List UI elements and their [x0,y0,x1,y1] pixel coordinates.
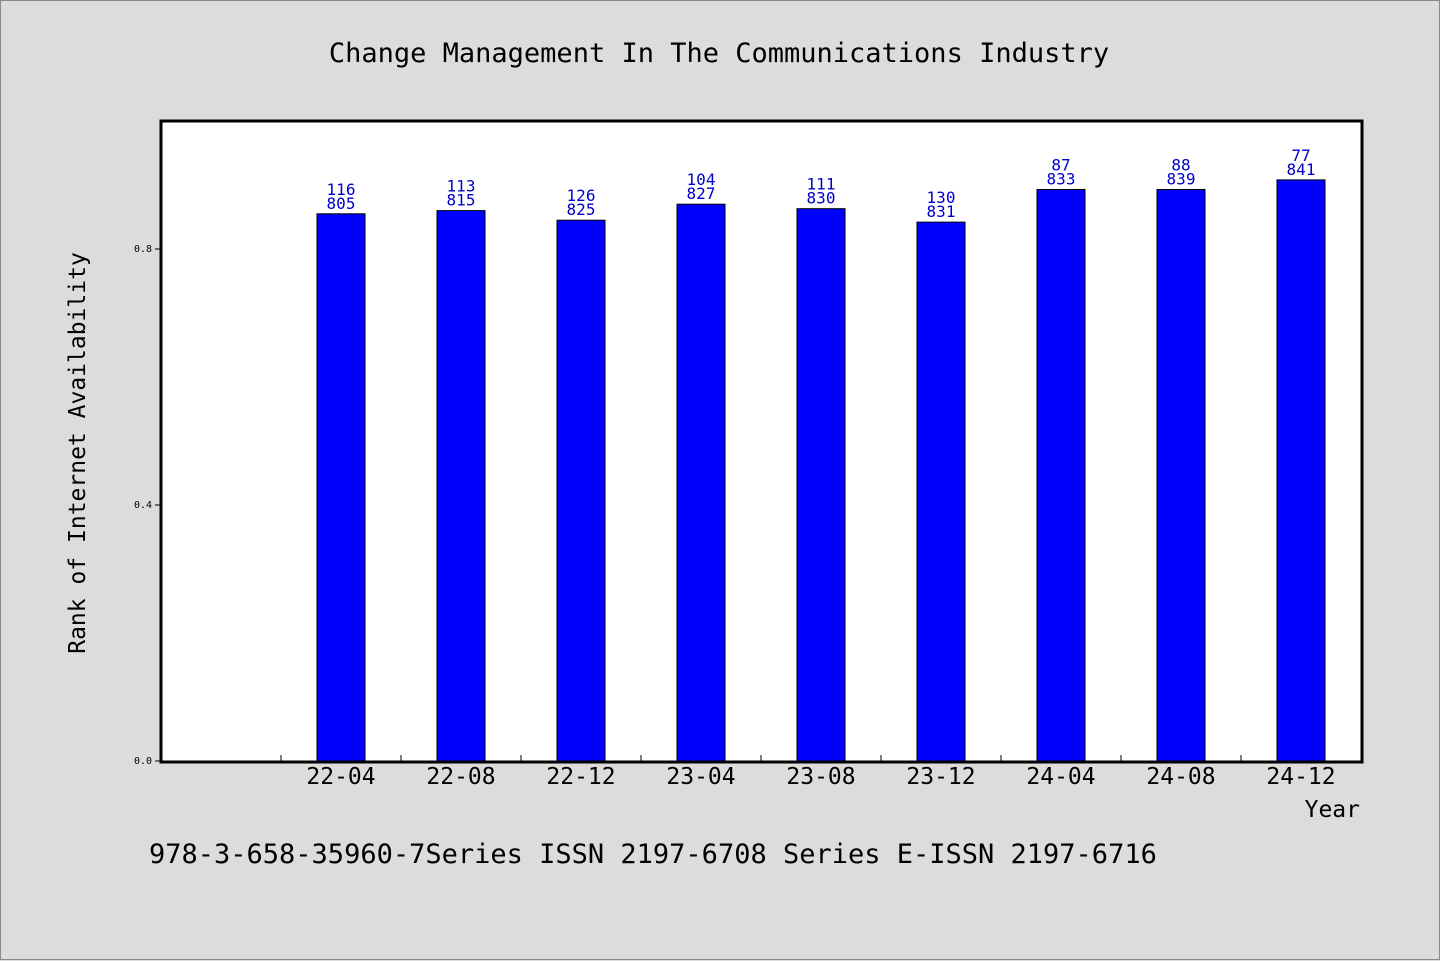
bar-label-bottom: 815 [447,191,476,210]
bar-label-bottom: 827 [687,184,716,203]
x-tick-label: 23-04 [666,764,735,790]
bar [316,213,366,762]
footer-isbn-text: 978-3-658-35960-7Series ISSN 2197-6708 S… [149,839,1157,870]
x-tick-label: 23-12 [906,764,975,790]
y-axis: 0.0 0.4 0.8 [134,244,161,767]
x-tick-label: 24-08 [1146,764,1215,790]
bar [1156,188,1206,762]
y-axis-title: Rank of Internet Availability [65,252,91,654]
bar-label-top: 111 [807,175,836,194]
chart-title: Change Management In The Communications … [329,38,1109,69]
x-tick-label: 22-08 [426,764,495,790]
x-tick-label: 22-04 [306,764,375,790]
y-tick-label: 0.4 [134,500,152,511]
bar-label-top: 88 [1171,155,1190,174]
bar-label-bottom: 830 [807,189,836,208]
x-tick-label: 24-12 [1266,764,1335,790]
bar [796,208,846,762]
bar-label-top: 87 [1051,155,1070,174]
bar [1276,179,1326,762]
bar-label-top: 116 [327,180,356,199]
bar-label-bottom: 825 [567,200,596,219]
x-tick-label: 24-04 [1026,764,1095,790]
bar-label-top: 130 [927,188,956,207]
bar [556,219,606,762]
bar [916,221,966,762]
y-tick-label: 0.0 [134,756,152,767]
bar-label-bottom: 805 [327,194,356,213]
bar-label-top: 77 [1291,146,1310,165]
bar [676,203,726,762]
bar-label-bottom: 833 [1047,169,1076,188]
y-tick-label: 0.8 [134,244,152,255]
bar-label-top: 104 [687,170,716,189]
bar-label-bottom: 841 [1287,160,1316,179]
bar-series [316,179,1326,762]
x-axis-title: Year [1305,797,1360,823]
bar-label-top: 126 [567,186,596,205]
bar-label-bottom: 839 [1167,169,1196,188]
x-tick-label: 22-12 [546,764,615,790]
bar [436,210,486,762]
bar-label-top: 113 [447,177,476,196]
bar-label-bottom: 831 [927,202,956,221]
x-tick-label: 23-08 [786,764,855,790]
bar [1036,188,1086,762]
x-axis: 22-04 22-08 22-12 23-04 23-08 23-12 24-04 24-08… [280,755,1336,790]
